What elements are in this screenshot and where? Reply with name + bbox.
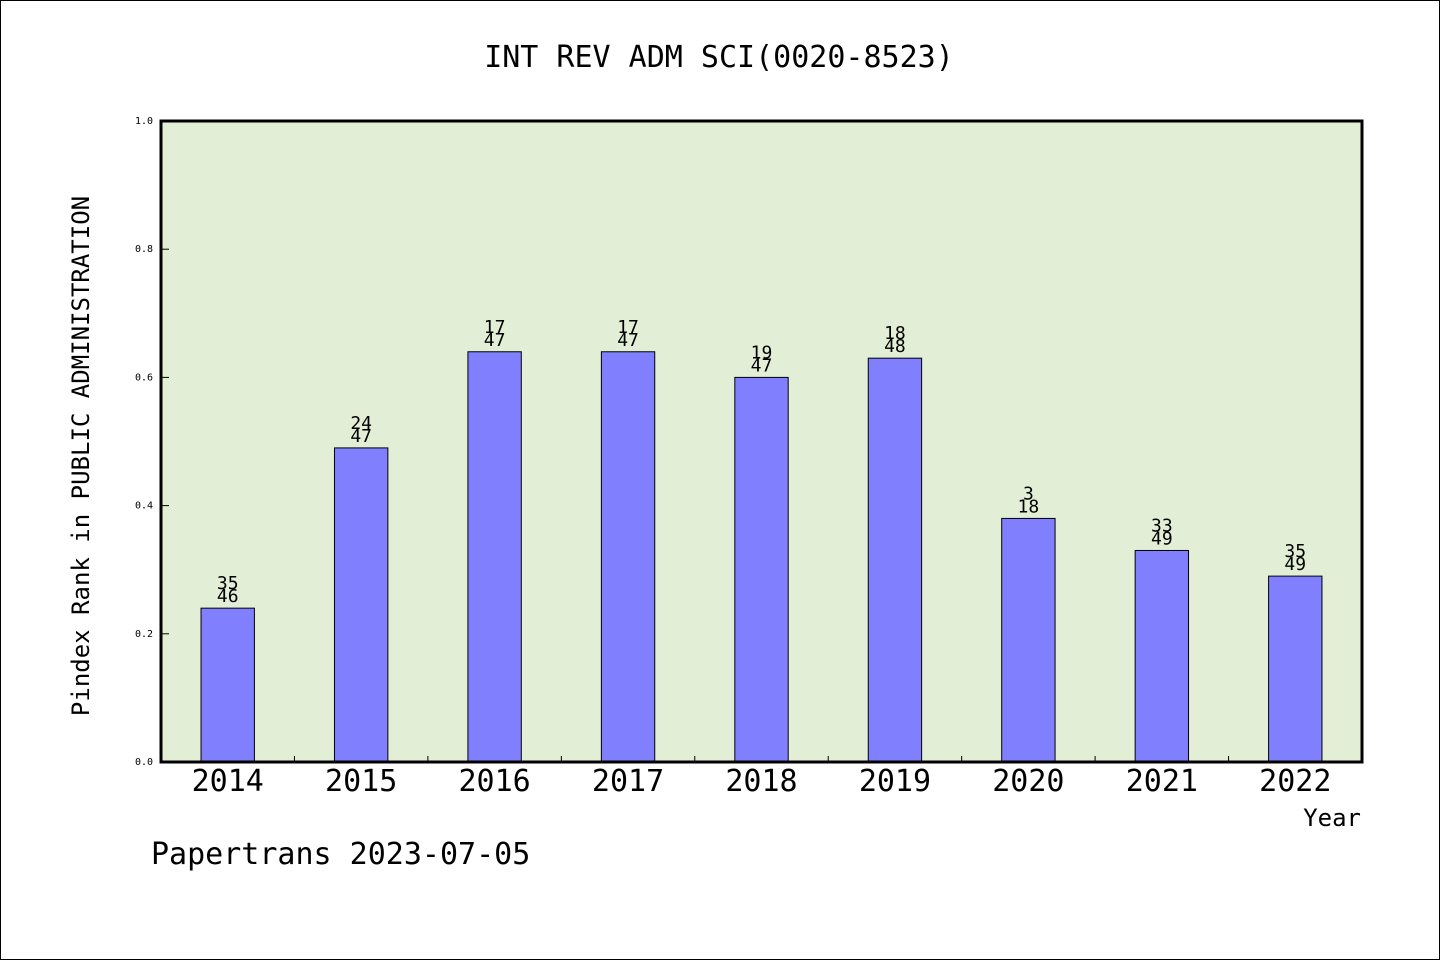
y-tick-label: 0.2 bbox=[135, 629, 153, 640]
y-tick-label: 0.6 bbox=[135, 372, 153, 383]
bar-rank-label: 35 bbox=[217, 573, 239, 594]
x-tick-label: 2016 bbox=[458, 764, 530, 799]
x-tick-label: 2022 bbox=[1259, 764, 1331, 799]
x-tick-label: 2021 bbox=[1126, 764, 1198, 799]
bar-total-label: 46 bbox=[217, 586, 239, 607]
bar-rank-label: 33 bbox=[1151, 515, 1173, 536]
x-tick-label: 2014 bbox=[192, 764, 264, 799]
bar-rank-label: 18 bbox=[884, 323, 906, 344]
x-tick-label: 2020 bbox=[992, 764, 1064, 799]
bar bbox=[734, 376, 789, 763]
bar-rank-label: 17 bbox=[484, 317, 506, 338]
bar-total-label: 47 bbox=[484, 330, 506, 351]
bar bbox=[1134, 549, 1190, 763]
bar bbox=[200, 607, 255, 763]
y-axis-label: Pindex Rank in PUBLIC ADMINISTRATION bbox=[67, 196, 95, 716]
bar-rank-label: 19 bbox=[751, 342, 773, 363]
bar-total-label: 47 bbox=[751, 355, 773, 376]
bar bbox=[333, 447, 389, 763]
chart-marks: 0.00.20.40.60.81.02014354620152447201617… bbox=[135, 116, 1331, 799]
bar bbox=[600, 351, 656, 763]
bar-total-label: 49 bbox=[1284, 554, 1306, 575]
chart-title: INT REV ADM SCI(0020-8523) bbox=[484, 40, 954, 75]
bar-total-label: 18 bbox=[1018, 496, 1040, 517]
x-tick-label: 2019 bbox=[859, 764, 931, 799]
x-tick-label: 2018 bbox=[725, 764, 797, 799]
plot-frame bbox=[159, 119, 1364, 764]
y-tick-label: 1.0 bbox=[135, 116, 153, 127]
y-tick-label: 0.0 bbox=[135, 757, 153, 768]
bar-total-label: 48 bbox=[884, 336, 906, 357]
bar bbox=[867, 357, 923, 763]
bar-rank-label: 24 bbox=[350, 413, 372, 434]
bar bbox=[1268, 575, 1323, 763]
x-axis-label: Year bbox=[1303, 804, 1361, 832]
x-tick-label: 2017 bbox=[592, 764, 664, 799]
bar bbox=[1001, 517, 1056, 763]
y-tick-label: 0.4 bbox=[135, 501, 153, 512]
bar-rank-label: 17 bbox=[617, 317, 639, 338]
bar-total-label: 47 bbox=[350, 426, 372, 447]
footer-credit: Papertrans 2023-07-05 bbox=[151, 837, 530, 872]
bar-total-label: 47 bbox=[617, 330, 639, 351]
bar bbox=[467, 351, 522, 763]
bar-total-label: 49 bbox=[1151, 528, 1173, 549]
x-tick-label: 2015 bbox=[325, 764, 397, 799]
y-tick-label: 0.8 bbox=[135, 244, 153, 255]
bar-rank-label: 35 bbox=[1284, 541, 1306, 562]
bar-rank-label: 3 bbox=[1023, 483, 1034, 504]
